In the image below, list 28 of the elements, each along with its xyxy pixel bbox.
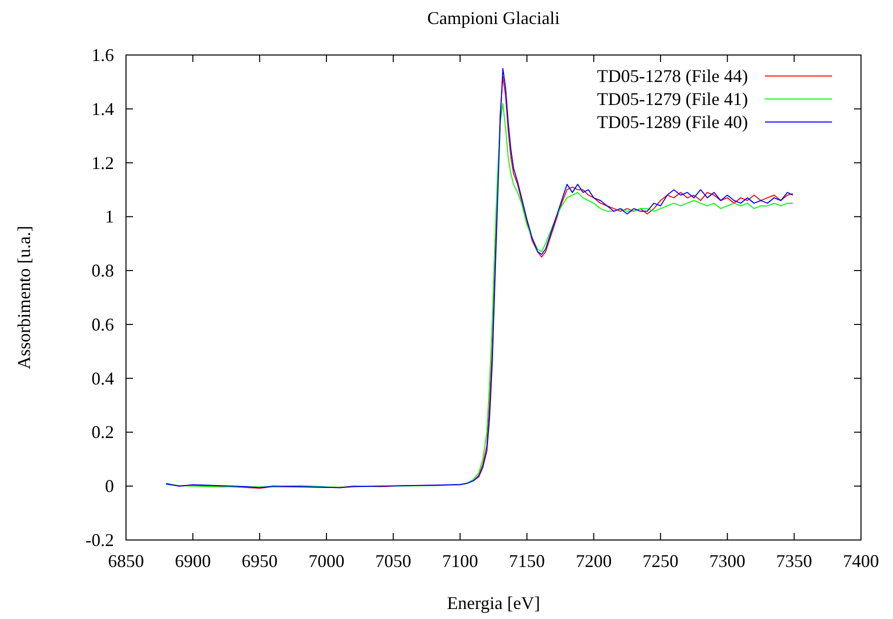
x-tick-label: 7200: [576, 551, 612, 571]
y-tick-label: 1.6: [92, 45, 114, 65]
legend-label: TD05-1278 (File 44): [597, 66, 748, 86]
x-tick-label: 7350: [776, 551, 812, 571]
x-tick-label: 7400: [843, 551, 879, 571]
y-tick-label: 0.8: [92, 260, 114, 281]
x-tick-label: 6900: [174, 551, 211, 571]
x-axis-title: Energia [eV]: [446, 593, 540, 613]
chart-title: Campioni Glaciali: [427, 8, 560, 28]
x-tick-label: 7250: [642, 551, 679, 571]
y-tick-label: 0: [105, 476, 114, 496]
y-tick-label: 1.4: [92, 98, 114, 119]
x-tick-label: 7050: [375, 551, 412, 571]
x-tick-label: 7150: [508, 551, 545, 571]
y-tick-label: 0.4: [92, 368, 114, 388]
x-tick-label: 6850: [108, 551, 144, 571]
y-tick-label: 0.2: [92, 422, 114, 442]
legend-label: TD05-1279 (File 41): [597, 89, 748, 109]
y-tick-label: 1.2: [92, 152, 114, 173]
y-tick-label: 1: [105, 206, 114, 227]
legend-label: TD05-1289 (File 40): [597, 112, 748, 132]
x-tick-label: 7000: [308, 551, 344, 571]
y-tick-label: 0.6: [92, 314, 114, 334]
x-tick-label: 7300: [709, 551, 746, 571]
x-tick-label: 7100: [442, 551, 478, 571]
x-tick-label: 6950: [242, 551, 278, 571]
y-axis-title: Assorbimento [u.a.]: [14, 226, 34, 370]
y-tick-label: -0.2: [86, 530, 114, 550]
